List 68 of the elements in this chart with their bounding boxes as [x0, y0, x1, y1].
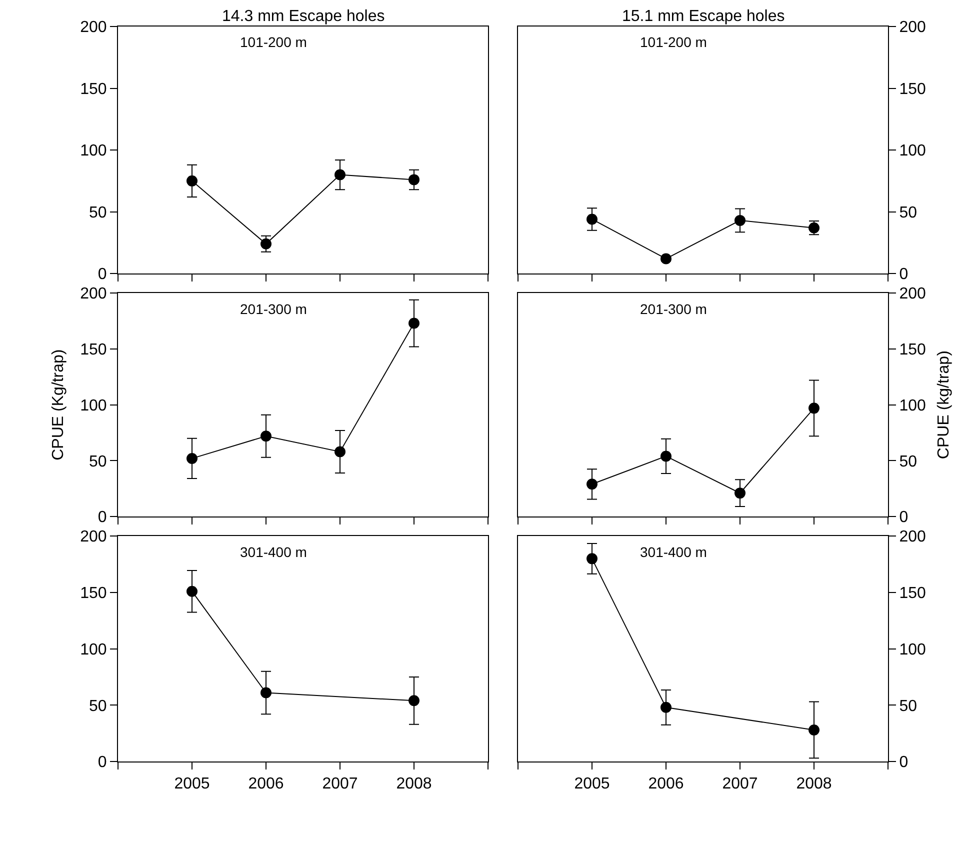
y-tick-label: 200 — [80, 19, 107, 36]
annotation: 101-200 m — [240, 34, 307, 50]
y-tick-label: 200 — [80, 528, 107, 546]
point — [808, 402, 820, 414]
point — [334, 169, 346, 180]
x-tick-label: 2006 — [648, 776, 684, 793]
y-axis-title: CPUE (Kg/trap) — [50, 349, 67, 460]
x-tick-label: 2008 — [396, 776, 432, 793]
y-tick-label: 200 — [899, 528, 926, 546]
y-tick-label: 100 — [80, 641, 107, 658]
y-tick-label: 150 — [899, 342, 926, 359]
chart-title: 14.3 mm Escape holes — [222, 8, 385, 25]
annotation: 201-300 m — [240, 301, 307, 317]
y-tick-label: 0 — [98, 754, 107, 772]
annotation: 301-400 m — [640, 544, 707, 560]
y-tick-label: 100 — [80, 397, 107, 414]
annotation: 201-300 m — [640, 301, 707, 317]
point — [586, 478, 598, 490]
y-tick-label: 50 — [899, 453, 918, 470]
point — [660, 450, 672, 462]
y-tick-label: 100 — [899, 641, 926, 658]
x-tick-label: 2005 — [574, 776, 610, 793]
y-tick-label: 50 — [899, 698, 918, 715]
y-tick-label: 200 — [899, 286, 926, 303]
point — [260, 687, 272, 698]
y-tick-label: 0 — [98, 266, 107, 284]
point — [660, 702, 672, 713]
y-tick-label: 150 — [80, 342, 107, 359]
point — [660, 253, 672, 264]
y-tick-label: 50 — [89, 204, 107, 222]
x-tick-label: 2007 — [322, 776, 358, 793]
point — [734, 488, 746, 499]
point — [586, 553, 598, 564]
x-tick-label: 2005 — [174, 776, 210, 793]
y-tick-label: 0 — [899, 266, 908, 284]
y-tick-label: 0 — [98, 509, 107, 526]
y-tick-label: 0 — [899, 509, 908, 526]
y-tick-label: 0 — [899, 754, 908, 772]
point — [186, 175, 198, 186]
x-tick-label: 2008 — [796, 776, 832, 793]
point — [808, 724, 820, 736]
point — [260, 430, 272, 442]
y-tick-label: 150 — [80, 80, 107, 98]
y-tick-label: 100 — [899, 397, 926, 414]
y-tick-label: 50 — [89, 453, 107, 470]
point — [408, 174, 420, 186]
y-tick-label: 200 — [80, 286, 107, 303]
point — [408, 318, 420, 329]
y-tick-label: 50 — [89, 698, 107, 715]
y-tick-label: 150 — [899, 80, 926, 98]
y-tick-label: 200 — [899, 19, 926, 36]
point — [186, 586, 198, 597]
point — [734, 214, 746, 226]
point — [186, 452, 198, 464]
y-tick-label: 150 — [80, 585, 107, 602]
annotation: 101-200 m — [640, 34, 707, 50]
y-tick-label: 150 — [899, 585, 926, 602]
y-tick-label: 100 — [899, 142, 926, 160]
x-tick-label: 2007 — [722, 776, 758, 793]
y-tick-label: 100 — [80, 142, 107, 160]
annotation: 301-400 m — [240, 544, 307, 560]
point — [408, 695, 420, 706]
y-axis-title: CPUE (kg/trap) — [936, 350, 953, 460]
y-tick-label: 50 — [899, 204, 918, 222]
point — [586, 214, 598, 225]
x-tick-label: 2006 — [248, 776, 284, 793]
point — [334, 446, 346, 458]
chart-title: 15.1 mm Escape holes — [622, 8, 785, 25]
